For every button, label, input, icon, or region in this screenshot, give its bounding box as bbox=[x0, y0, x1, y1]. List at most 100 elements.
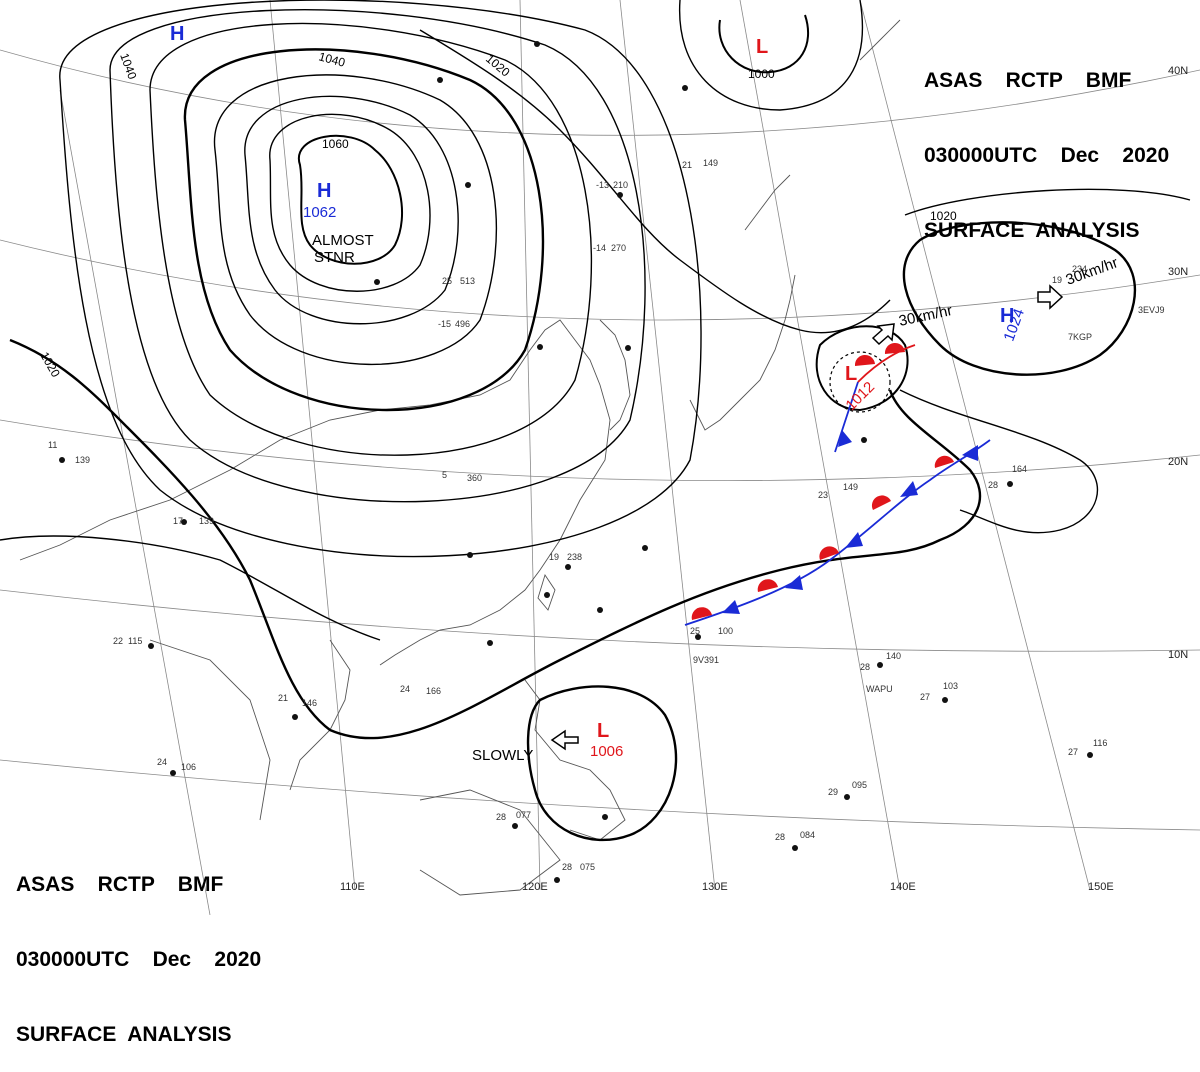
lon-label-140e: 140E bbox=[890, 881, 916, 893]
warm-bump-1 bbox=[691, 607, 712, 620]
stn-pres: 075 bbox=[580, 862, 595, 872]
high-nw-letter: H bbox=[170, 23, 184, 45]
lat-label-40n: 40N bbox=[1168, 65, 1188, 77]
stn-temp: -15 bbox=[438, 319, 451, 329]
stn-pres: 270 bbox=[611, 243, 626, 253]
coast-japan bbox=[689, 274, 796, 431]
header-title-line: SURFACE ANALYSIS bbox=[924, 219, 1140, 242]
stn-pres: 149 bbox=[703, 158, 718, 168]
stn-pres: 077 bbox=[516, 810, 531, 820]
coast-indochina bbox=[149, 639, 271, 821]
coast-philippines bbox=[524, 679, 626, 841]
isobar-label-1000: 1000 bbox=[748, 67, 775, 81]
stn-pres: 146 bbox=[302, 698, 317, 708]
stn-temp: -14 bbox=[593, 243, 606, 253]
lat-label-30n: 30N bbox=[1168, 266, 1188, 278]
stn-temp: 28 bbox=[496, 812, 506, 822]
low-warm-front bbox=[857, 344, 916, 383]
isobar-1020-west bbox=[9, 338, 982, 740]
high-1062-letter: H bbox=[317, 180, 331, 202]
stationary-front bbox=[684, 439, 991, 626]
surface-analysis-map: 110E 120E 130E 140E 150E 40N 30N 20N 10N… bbox=[0, 0, 1200, 916]
stn-pres: 164 bbox=[1012, 464, 1027, 474]
warm-front-semicircles bbox=[691, 342, 954, 620]
stn-pres: 095 bbox=[852, 780, 867, 790]
header-agency-line: ASAS RCTP BMF bbox=[16, 873, 224, 896]
parallel-40n bbox=[0, 49, 1200, 136]
cold-tri-2 bbox=[785, 575, 803, 590]
isobar-high-core bbox=[297, 134, 403, 265]
isobar-1020-north bbox=[419, 29, 891, 334]
isobar-high-ring3 bbox=[213, 74, 498, 366]
header-time-line: 030000UTC Dec 2020 bbox=[924, 144, 1170, 167]
lon-label-150e: 150E bbox=[1088, 881, 1114, 893]
meridian-120e bbox=[519, 0, 541, 891]
stn-pres: 513 bbox=[460, 276, 475, 286]
lat-label-10n: 10N bbox=[1168, 649, 1188, 661]
stn-id: WAPU bbox=[866, 684, 893, 694]
header-time-line: 030000UTC Dec 2020 bbox=[16, 948, 262, 971]
isobar-ring6 bbox=[109, 9, 646, 503]
stn-id: 7KGP bbox=[1068, 332, 1092, 342]
isobar-1000 bbox=[718, 14, 810, 74]
pressure-systems: H H 1062 L H 1024 L 1012 L 1006 bbox=[170, 23, 1028, 760]
graticule bbox=[0, 0, 1200, 916]
warm-bump-7 bbox=[884, 342, 905, 354]
stn-temp: 22 bbox=[113, 636, 123, 646]
cold-tri-1 bbox=[722, 600, 740, 614]
stn-temp: 28 bbox=[562, 862, 572, 872]
header-agency-line: ASAS RCTP BMF bbox=[924, 69, 1132, 92]
stn-temp: 21 bbox=[278, 693, 288, 703]
stn-pres: 103 bbox=[943, 681, 958, 691]
lon-label-110e: 110E bbox=[340, 881, 365, 893]
low-1006-letter: L bbox=[597, 720, 609, 742]
stn-pres: 139 bbox=[75, 455, 90, 465]
stn-temp: 5 bbox=[442, 470, 447, 480]
stn-temp: 24 bbox=[157, 757, 167, 767]
isobar-high-ring1 bbox=[269, 113, 431, 292]
motion-arrows bbox=[550, 284, 1064, 751]
stn-id: 3EVJ9 bbox=[1138, 305, 1165, 315]
isobar-east-high bbox=[902, 221, 1137, 376]
isobar-label-1020-west: 1020 bbox=[37, 350, 63, 380]
meridian-150e bbox=[859, 0, 1091, 891]
lon-label-120e: 120E bbox=[522, 881, 548, 893]
meridian-140e bbox=[739, 0, 901, 891]
stn-temp: 19 bbox=[1052, 275, 1062, 285]
coast-borneo bbox=[419, 789, 561, 896]
stn-pres: 210 bbox=[613, 180, 628, 190]
lat-label-20n: 20N bbox=[1168, 456, 1188, 468]
station-plots: -14 270 -13 210 -15 496 25 513 5 360 19 … bbox=[48, 158, 1165, 872]
latitude-labels: 40N 30N 20N 10N bbox=[1168, 65, 1188, 661]
header-top-right: ASAS RCTP BMF 030000UTC Dec 2020 SURFACE… bbox=[924, 18, 1169, 268]
stn-temp: 21 bbox=[682, 160, 692, 170]
cold-tri-5 bbox=[962, 445, 978, 461]
parallel-30n bbox=[0, 239, 1200, 321]
station-markers bbox=[59, 41, 1093, 883]
annotation-low-speed: 30km/hr bbox=[897, 302, 954, 330]
isobar-label-1040-west: 1040 bbox=[117, 51, 139, 81]
low-1012-uncertainty-ring bbox=[829, 351, 891, 413]
header-bottom-left: ASAS RCTP BMF 030000UTC Dec 2020 SURFACE… bbox=[16, 822, 261, 1072]
stn-pres: 234 bbox=[1072, 264, 1087, 274]
parallel-20n bbox=[0, 419, 1200, 481]
stn-temp: -13 bbox=[596, 180, 609, 190]
coast-china bbox=[19, 319, 611, 666]
stn-temp: 27 bbox=[920, 692, 930, 702]
lon-label-130e: 130E bbox=[702, 881, 728, 893]
stn-temp: 28 bbox=[988, 480, 998, 490]
coast-vietnam bbox=[289, 639, 351, 791]
arrow-low-1012-icon bbox=[871, 323, 895, 346]
weather-chart-canvas: 110E 120E 130E 140E 150E 40N 30N 20N 10N… bbox=[0, 0, 1200, 916]
stn-pres: 100 bbox=[718, 626, 733, 636]
stn-temp: 28 bbox=[775, 832, 785, 842]
stn-temp: 29 bbox=[828, 787, 838, 797]
stn-pres: 360 bbox=[467, 473, 482, 483]
meridian-110e bbox=[269, 0, 356, 891]
isobar-1020-east bbox=[904, 188, 1191, 216]
isobar-label-1060: 1060 bbox=[322, 137, 349, 151]
stn-pres: 106 bbox=[181, 762, 196, 772]
warm-bump-3 bbox=[819, 546, 839, 560]
coast-taiwan bbox=[537, 573, 556, 611]
coastlines bbox=[19, 19, 901, 896]
